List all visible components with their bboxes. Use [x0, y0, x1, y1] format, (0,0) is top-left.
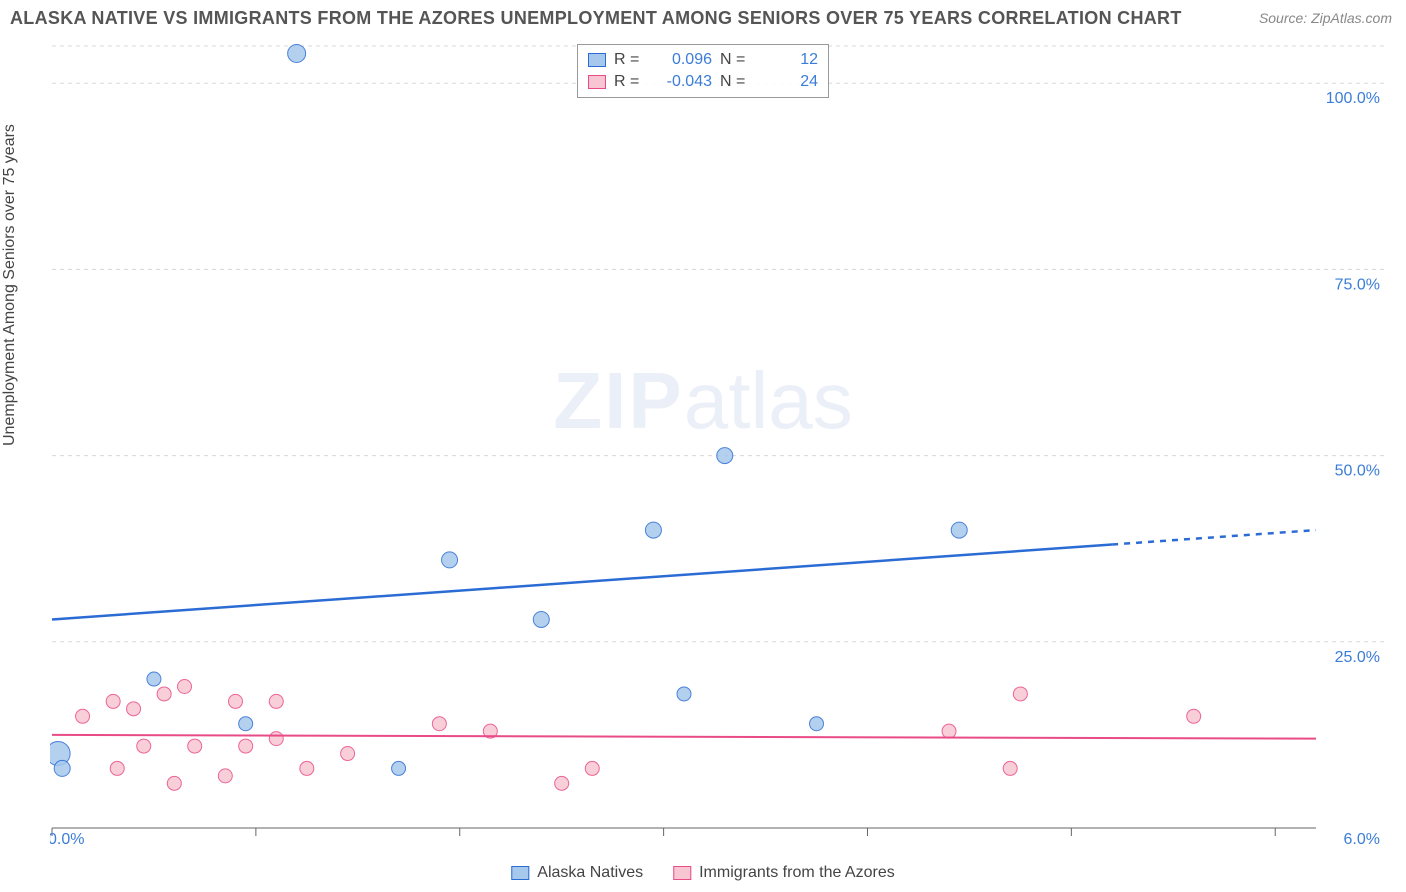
legend-label: Alaska Natives: [537, 864, 643, 882]
plot-area: 25.0% 50.0% 75.0% 100.0% 0.0% 6.0%: [50, 40, 1386, 844]
r-value: -0.043: [652, 73, 712, 91]
r-value: 0.096: [652, 51, 712, 69]
chart-title: ALASKA NATIVE VS IMMIGRANTS FROM THE AZO…: [10, 8, 1182, 29]
svg-text:25.0%: 25.0%: [1335, 649, 1380, 666]
legend-label: Immigrants from the Azores: [699, 864, 895, 882]
svg-text:50.0%: 50.0%: [1335, 463, 1380, 480]
legend-row: R = -0.043 N = 24: [588, 71, 818, 93]
series-legend: Alaska Natives Immigrants from the Azore…: [511, 864, 894, 882]
chart-svg: 25.0% 50.0% 75.0% 100.0% 0.0% 6.0%: [50, 40, 1386, 844]
correlation-legend: R = 0.096 N = 12 R = -0.043 N = 24: [577, 44, 829, 98]
r-label: R =: [614, 73, 644, 91]
swatch-blue: [588, 53, 606, 67]
n-label: N =: [720, 51, 750, 69]
svg-text:0.0%: 0.0%: [50, 831, 84, 844]
legend-row: R = 0.096 N = 12: [588, 49, 818, 71]
r-label: R =: [614, 51, 644, 69]
swatch-pink: [588, 75, 606, 89]
swatch-blue: [511, 866, 529, 880]
n-value: 12: [758, 51, 818, 69]
svg-text:100.0%: 100.0%: [1326, 90, 1380, 107]
svg-text:6.0%: 6.0%: [1344, 831, 1380, 844]
y-axis-title: Unemployment Among Seniors over 75 years: [1, 124, 19, 446]
legend-item: Immigrants from the Azores: [673, 864, 895, 882]
swatch-pink: [673, 866, 691, 880]
svg-text:75.0%: 75.0%: [1335, 276, 1380, 293]
n-value: 24: [758, 73, 818, 91]
source-label: Source: ZipAtlas.com: [1259, 10, 1392, 26]
n-label: N =: [720, 73, 750, 91]
legend-item: Alaska Natives: [511, 864, 643, 882]
